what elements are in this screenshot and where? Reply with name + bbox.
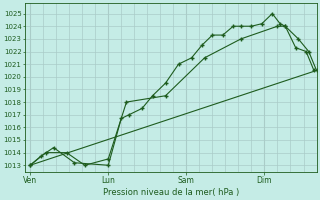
X-axis label: Pression niveau de la mer( hPa ): Pression niveau de la mer( hPa )	[103, 188, 239, 197]
